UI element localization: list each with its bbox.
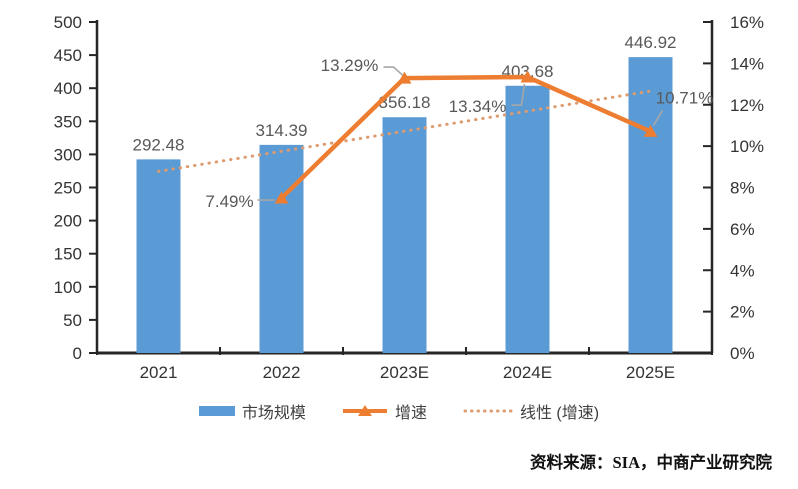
bar [505,85,550,353]
left-axis-tick-label: 50 [63,311,82,330]
label-leader-line [652,110,664,126]
legend-label-market-size: 市场规模 [241,405,306,422]
left-axis-tick-label: 200 [54,212,82,231]
right-axis-tick-label: 8% [730,179,755,198]
right-axis-tick-label: 0% [730,344,755,363]
bar [136,159,181,353]
bar [382,117,427,354]
triangle-marker [520,70,535,83]
legend-label-trendline: 线性 (增速) [519,405,600,422]
left-axis-tick-label: 300 [54,145,82,164]
x-axis-label: 2021 [140,363,178,382]
bar-swatch-icon [198,406,235,416]
right-axis-tick-label: 10% [730,137,764,156]
label-leader-line [511,83,526,106]
x-axis-label: 2024E [503,363,552,382]
x-axis-label: 2025E [626,363,675,382]
trendline [157,89,652,173]
bar-data-label: 292.48 [133,135,185,154]
bar [628,57,673,353]
chart-legend: 市场规模 增速 线性 (增速) [0,399,798,423]
bar-data-label: 314.39 [256,121,308,140]
source-note: 资料来源：SIA，中商产业研究院 [529,453,772,472]
growth-line [279,74,652,200]
left-axis-tick-label: 250 [54,179,82,198]
line-swatch-icon [342,405,387,416]
legend-item-trendline: 线性 (增速) [463,399,599,423]
legend-item-market-size: 市场规模 [198,399,306,423]
left-axis-tick-label: 150 [54,245,82,264]
bar-swatch [198,406,235,416]
left-axis-tick-label: 400 [54,79,82,98]
right-axis-tick-label: 16% [730,13,764,32]
combo-chart: 0 50 100 150 200 250 300 350 400 450 500 0% 2% 4% 6% 8%… [54,13,764,382]
left-axis-tick-label: 100 [54,278,82,297]
right-axis-tick-label: 14% [730,54,764,73]
left-axis-tick-label: 450 [54,46,82,65]
right-axis-tick-label: 12% [730,96,764,115]
right-axis-tick-label: 4% [730,261,755,280]
triangle-marker [397,71,412,84]
growth-data-label: 7.49% [205,192,253,211]
x-axis-label: 2022 [263,363,301,382]
left-axis-tick-label: 0 [73,344,82,363]
left-axis-tick-label: 500 [54,13,82,32]
triangle-marker [643,124,658,137]
right-axis-tick-label: 6% [730,220,755,239]
dotted-swatch-icon [463,409,513,413]
legend-label-growth: 增速 [394,405,427,422]
growth-data-label: 10.71% [656,88,714,107]
growth-data-label: 13.34% [449,97,507,116]
left-axis-tick-label: 350 [54,112,82,131]
triangle-marker [274,191,289,204]
growth-data-label: 13.29% [321,56,379,75]
x-axis-label: 2023E [380,363,429,382]
bar [259,144,304,353]
triangle-marker-swatch [357,405,372,416]
bar-data-label: 446.92 [625,33,677,52]
label-leader-line [383,66,404,76]
bar-data-label: 356.18 [379,93,431,112]
right-axis-tick-label: 2% [730,303,755,322]
legend-item-growth: 增速 [342,399,427,423]
